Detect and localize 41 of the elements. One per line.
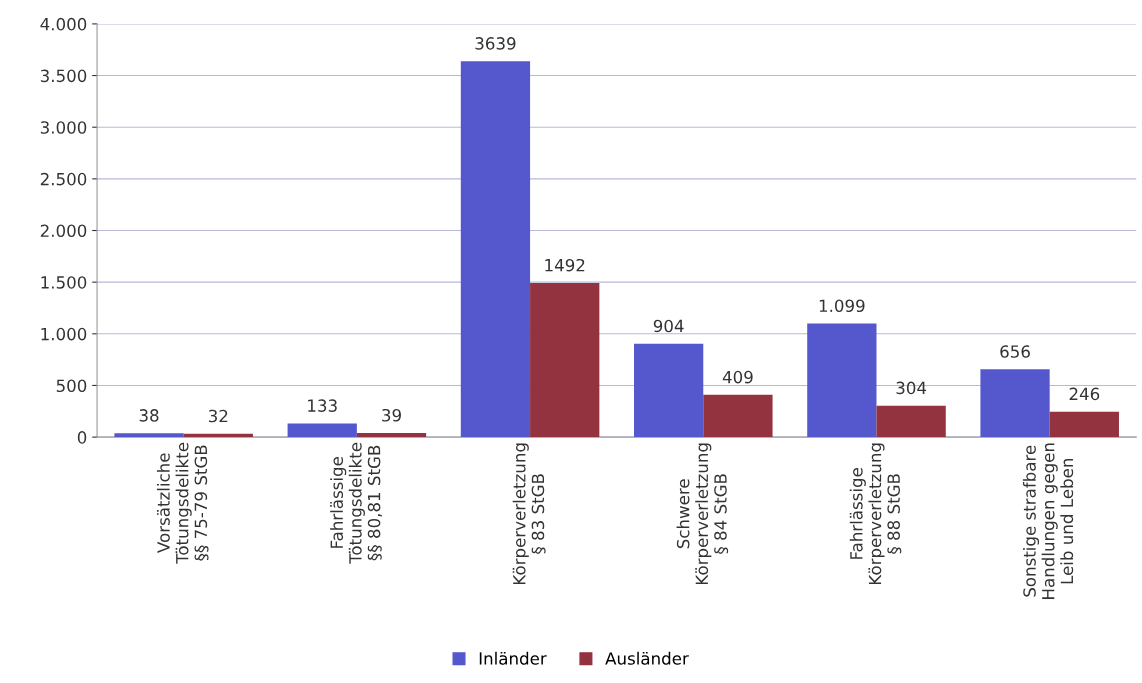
data-label: 1492 xyxy=(545,258,585,272)
y-tick-label: 1.500 xyxy=(41,276,87,289)
bar xyxy=(530,282,600,438)
data-label: 39 xyxy=(382,408,401,422)
data-label: 409 xyxy=(722,370,753,384)
bar xyxy=(703,394,773,438)
bar xyxy=(287,423,357,438)
legend-label: Inländer xyxy=(479,651,547,665)
data-label: 38 xyxy=(139,409,159,422)
bar xyxy=(114,433,184,438)
bar xyxy=(980,369,1050,438)
data-label: 304 xyxy=(896,381,927,395)
x-tick-label: Körperverletzung § 83 StGB xyxy=(512,443,546,585)
data-label: 3639 xyxy=(475,37,516,50)
data-label: 1.099 xyxy=(819,299,865,313)
x-tick-label: Fahrlässige Tötungsdelikte §§ 80,81 StGB xyxy=(330,442,383,564)
x-tick-label: Fahrlässige Körperverletzung § 88 StGB xyxy=(849,443,902,585)
data-label: 246 xyxy=(1069,387,1100,401)
bar xyxy=(183,433,253,438)
y-tick-label: 2.500 xyxy=(40,172,87,186)
y-tick-label: 3.500 xyxy=(40,69,87,83)
bar xyxy=(876,405,946,438)
data-label: 656 xyxy=(1000,345,1030,358)
bar xyxy=(460,61,531,438)
bar xyxy=(356,433,427,438)
x-tick-label: Sonstige strafbare Handlungen gegen Leib und Leben xyxy=(1022,443,1074,599)
bar xyxy=(1049,411,1119,438)
data-label: 32 xyxy=(208,409,228,423)
y-tick-label: 4.000 xyxy=(40,17,87,31)
y-tick-label: 2.000 xyxy=(40,224,87,238)
y-tick-label: 0 xyxy=(77,431,87,444)
y-tick-label: 1.000 xyxy=(41,327,87,341)
bar xyxy=(807,323,877,438)
legend-label: Ausländer xyxy=(605,651,689,665)
data-label: 904 xyxy=(653,319,684,333)
x-tick-label: Vorsätzliche Tötungsdelikte §§ 75-79 StGB xyxy=(156,442,209,564)
x-tick-label: Schwere Körperverletzung § 84 StGB xyxy=(676,443,729,585)
data-label: 133 xyxy=(308,399,337,412)
y-tick-label: 3.000 xyxy=(40,121,87,134)
y-tick-label: 500 xyxy=(56,379,87,393)
bar xyxy=(634,343,704,438)
